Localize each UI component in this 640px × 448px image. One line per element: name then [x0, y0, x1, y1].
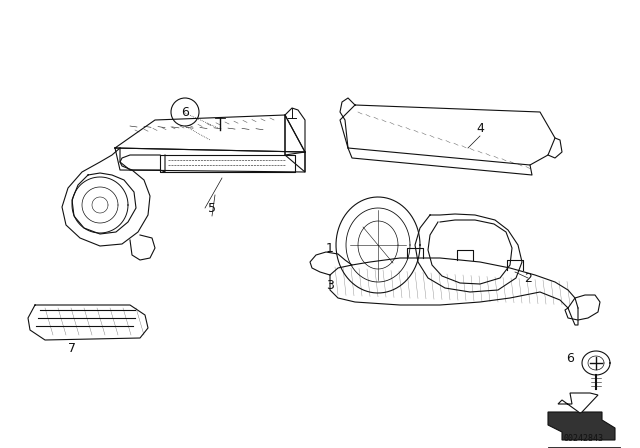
Text: 6: 6 [181, 105, 189, 119]
Text: 1: 1 [326, 241, 334, 254]
Text: 6: 6 [566, 352, 574, 365]
Text: 2: 2 [524, 271, 532, 284]
Text: 5: 5 [208, 202, 216, 215]
Text: 7: 7 [68, 341, 76, 354]
Text: 00242843: 00242843 [564, 434, 604, 443]
Text: 4: 4 [476, 121, 484, 134]
Text: 3: 3 [326, 279, 334, 292]
Polygon shape [548, 412, 615, 440]
Polygon shape [558, 393, 598, 413]
